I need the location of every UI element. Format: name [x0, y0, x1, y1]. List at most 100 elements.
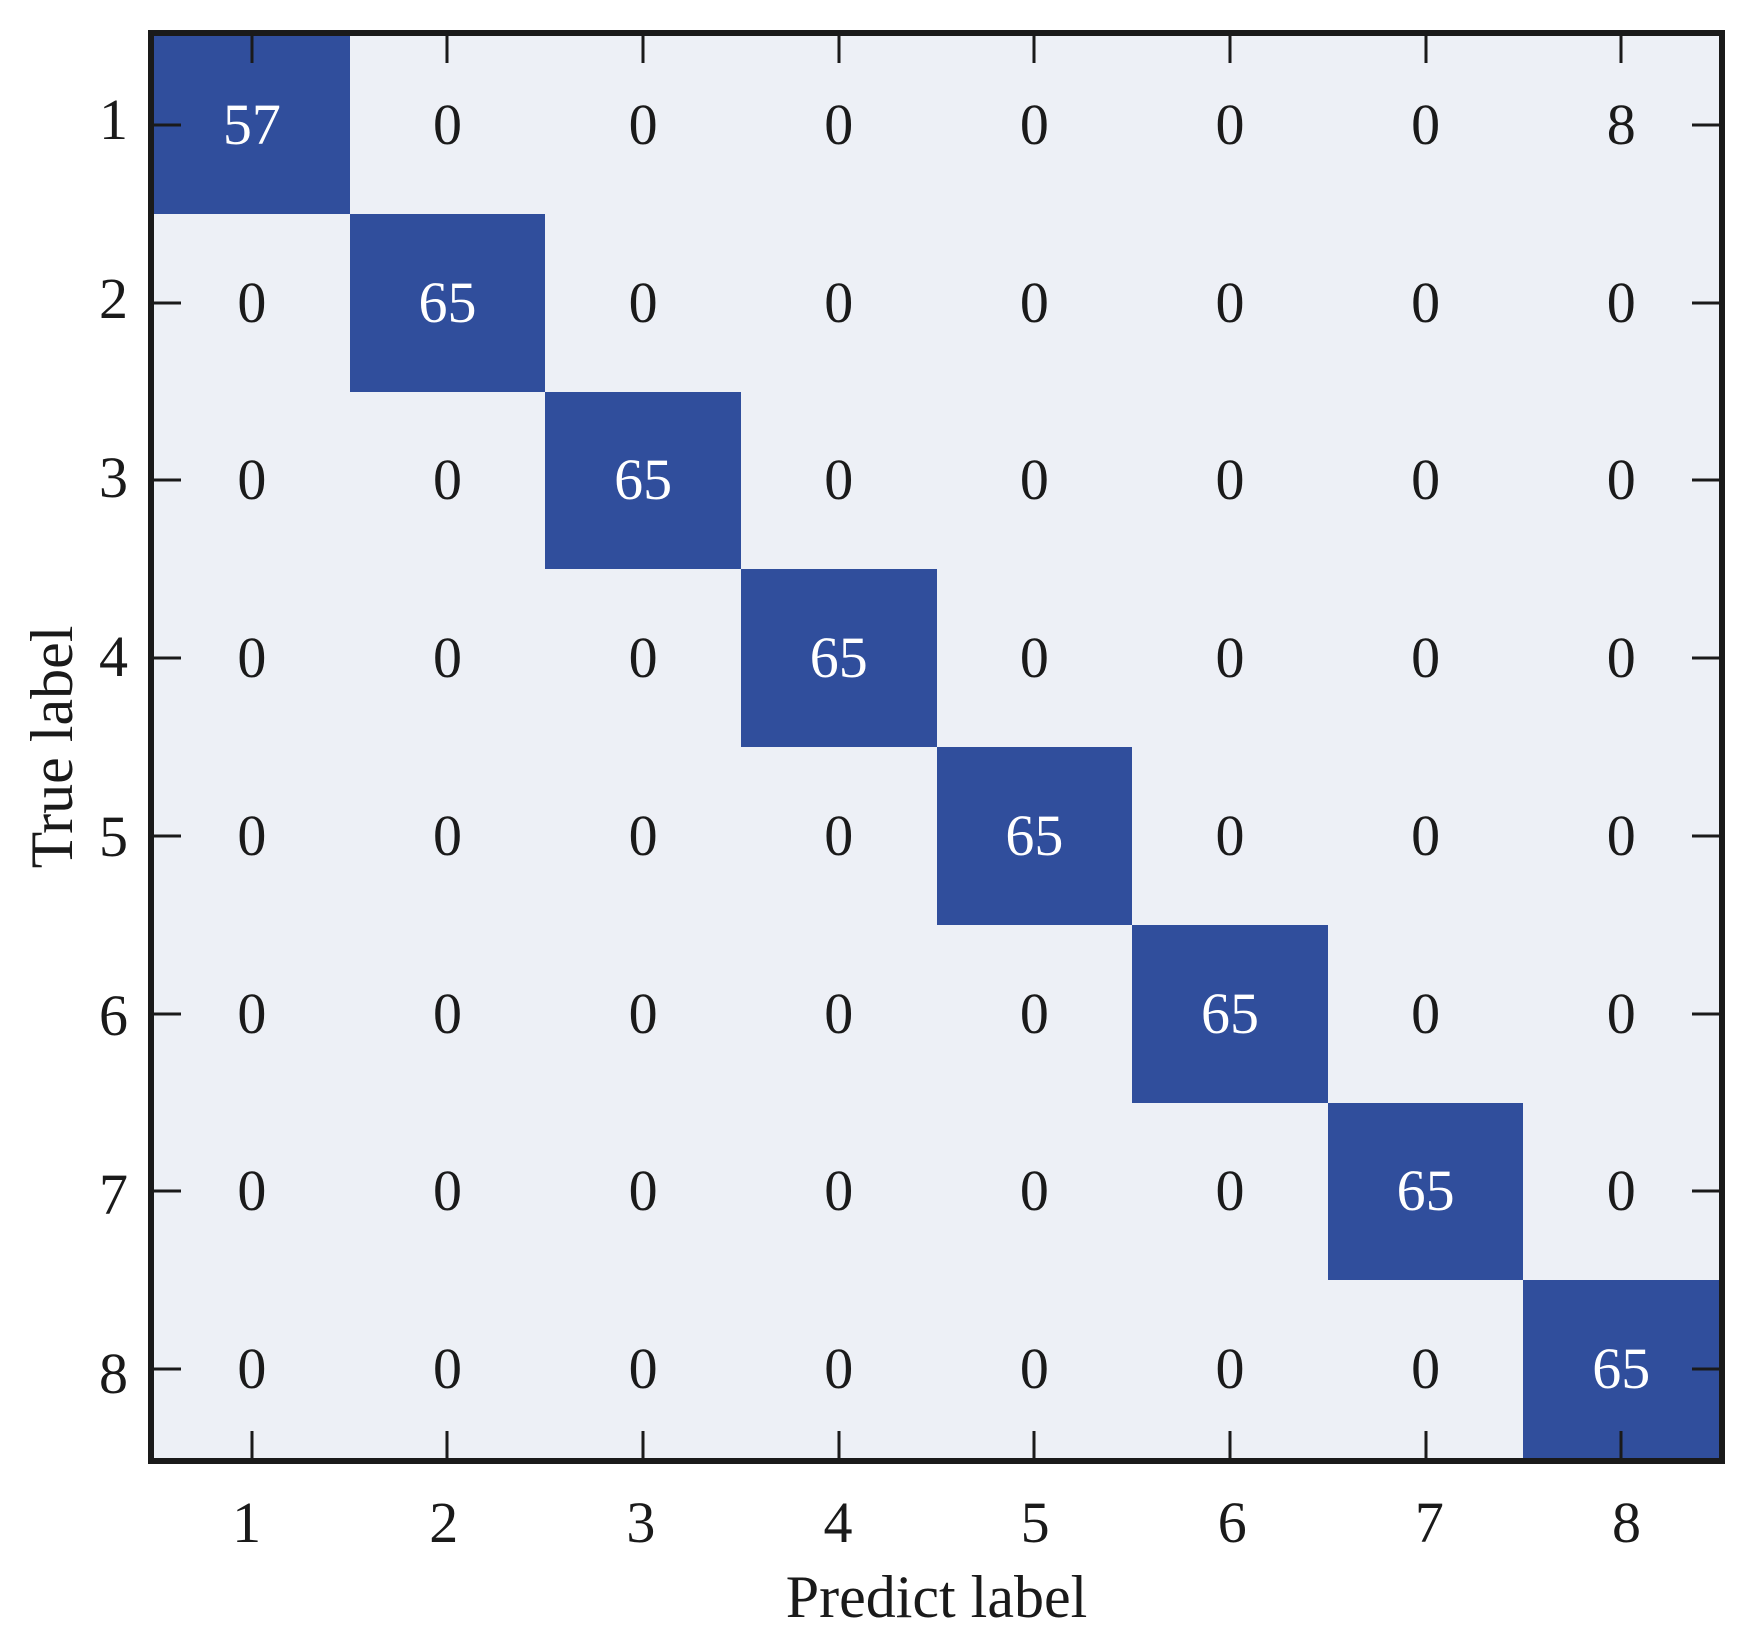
matrix-cell-r5-c6: 0	[1215, 802, 1245, 868]
matrix-cell-r7-c2: 0	[432, 1158, 462, 1224]
matrix-cell-r8-c3: 0	[628, 1336, 658, 1402]
matrix-cell-r6-c5: 0	[1019, 980, 1049, 1046]
matrix-cell-r5-c1: 0	[237, 802, 267, 868]
matrix-cell-r1-c7: 0	[1411, 91, 1441, 157]
matrix-cell-r6-c3: 0	[628, 980, 658, 1046]
x-tick-label-2: 2	[429, 1490, 459, 1555]
tick-mark-left	[154, 478, 181, 482]
matrix-cell-r4-c2: 0	[432, 625, 462, 691]
matrix-cell-r8-c6: 0	[1215, 1336, 1245, 1402]
y-tick-label-6: 6	[99, 982, 128, 1048]
matrix-cell-r4-c8: 0	[1606, 625, 1636, 691]
matrix-cell-r2-c7: 0	[1411, 269, 1441, 335]
x-tick-label-7: 7	[1414, 1490, 1444, 1555]
tick-mark-left	[154, 656, 181, 660]
tick-mark-right	[1692, 1012, 1719, 1016]
tick-mark-left	[154, 123, 181, 127]
matrix-cell-r3-c2: 0	[432, 447, 462, 513]
tick-mark-left	[154, 1367, 181, 1371]
matrix-cell-r6-c2: 0	[432, 980, 462, 1046]
x-tick-label-5: 5	[1020, 1490, 1050, 1555]
matrix-cell-r2-c5: 0	[1019, 269, 1049, 335]
matrix-cell-r4-c1: 0	[237, 625, 267, 691]
matrix-cell-r7-c3: 0	[628, 1158, 658, 1224]
y-tick-label-5: 5	[99, 803, 128, 869]
matrix-cell-r6-c4: 0	[824, 980, 854, 1046]
matrix-cell-r7-c5: 0	[1019, 1158, 1049, 1224]
tick-mark-right	[1692, 1367, 1719, 1371]
matrix-cell-r7-c1: 0	[237, 1158, 267, 1224]
matrix-cell-r2-c3: 0	[628, 269, 658, 335]
tick-mark-bottom	[1032, 1431, 1036, 1458]
matrix-cell-r4-c4: 65	[740, 569, 937, 747]
tick-mark-top	[445, 36, 449, 63]
tick-mark-left	[154, 834, 181, 838]
tick-mark-left	[154, 1189, 181, 1193]
matrix-cell-r5-c7: 0	[1411, 802, 1441, 868]
tick-mark-top	[1228, 36, 1232, 63]
x-tick-label-4: 4	[823, 1490, 853, 1555]
matrix-cell-r7-c4: 0	[824, 1158, 854, 1224]
matrix-cell-r8-c8: 65	[1523, 1280, 1719, 1458]
tick-mark-right	[1692, 656, 1719, 660]
x-tick-label-8: 8	[1611, 1490, 1641, 1555]
tick-mark-bottom	[837, 1431, 841, 1458]
tick-mark-left	[154, 1012, 181, 1016]
tick-mark-bottom	[641, 1431, 645, 1458]
tick-mark-bottom	[1228, 1431, 1232, 1458]
matrix-cell-r1-c6: 0	[1215, 91, 1245, 157]
tick-mark-bottom	[250, 1431, 254, 1458]
plot-area: 57 0 0 0 0 0 0 8 0 65 0 0 0 0 0 0 0 0 65 0 0 0 0 0 0 0 0 65 0 0 0 0 0 0 0 0…	[148, 30, 1725, 1464]
y-axis-tick-labels: 1 2 3 4 5 6 7 8	[0, 30, 148, 1464]
tick-mark-top	[1619, 36, 1623, 63]
x-tick-label-1: 1	[232, 1490, 262, 1555]
tick-mark-right	[1692, 834, 1719, 838]
matrix-cell-r4-c5: 0	[1019, 625, 1049, 691]
matrix-cell-r5-c3: 0	[628, 802, 658, 868]
tick-mark-bottom	[1424, 1431, 1428, 1458]
matrix-cell-r2-c2: 65	[349, 213, 546, 392]
y-tick-label-3: 3	[99, 445, 128, 511]
matrix-cell-r6-c1: 0	[237, 980, 267, 1046]
x-tick-label-3: 3	[626, 1490, 656, 1555]
matrix-cell-r2-c8: 0	[1606, 269, 1636, 335]
matrix-cell-r5-c5: 65	[936, 747, 1133, 925]
x-axis-title: Predict label	[785, 1564, 1088, 1630]
tick-mark-top	[641, 36, 645, 63]
matrix-cell-r3-c5: 0	[1019, 447, 1049, 513]
matrix-cell-r6-c8: 0	[1606, 980, 1636, 1046]
matrix-cell-r1-c1: 57	[154, 36, 350, 214]
y-tick-label-1: 1	[99, 86, 128, 152]
matrix-cell-r8-c4: 0	[824, 1336, 854, 1402]
tick-mark-top	[837, 36, 841, 63]
matrix-cell-r8-c5: 0	[1019, 1336, 1049, 1402]
y-tick-label-8: 8	[99, 1341, 128, 1407]
matrix-cell-r6-c7: 0	[1411, 980, 1441, 1046]
matrix-cell-r7-c8: 0	[1606, 1158, 1636, 1224]
matrix-cell-r6-c6: 65	[1132, 924, 1328, 1103]
matrix-cell-r8-c2: 0	[432, 1336, 462, 1402]
y-tick-label-7: 7	[99, 1162, 128, 1228]
matrix-cell-r3-c3: 65	[545, 391, 741, 570]
matrix-cell-r1-c3: 0	[628, 91, 658, 157]
matrix-cell-r3-c8: 0	[1606, 447, 1636, 513]
tick-mark-top	[1032, 36, 1036, 63]
y-tick-label-2: 2	[99, 265, 128, 331]
matrix-cell-r2-c6: 0	[1215, 269, 1245, 335]
matrix-cell-r8-c7: 0	[1411, 1336, 1441, 1402]
tick-mark-right	[1692, 123, 1719, 127]
matrix-grid: 57 0 0 0 0 0 0 8 0 65 0 0 0 0 0 0 0 0 65 0 0 0 0 0 0 0 0 65 0 0 0 0 0 0 0 0…	[154, 36, 1719, 1458]
matrix-cell-r1-c2: 0	[432, 91, 462, 157]
matrix-cell-r2-c4: 0	[824, 269, 854, 335]
matrix-cell-r4-c3: 0	[628, 625, 658, 691]
tick-mark-right	[1692, 1189, 1719, 1193]
tick-mark-top	[250, 36, 254, 63]
matrix-cell-r2-c1: 0	[237, 269, 267, 335]
matrix-cell-r8-c1: 0	[237, 1336, 267, 1402]
matrix-cell-r3-c7: 0	[1411, 447, 1441, 513]
tick-mark-right	[1692, 478, 1719, 482]
tick-mark-right	[1692, 301, 1719, 305]
tick-mark-top	[1424, 36, 1428, 63]
